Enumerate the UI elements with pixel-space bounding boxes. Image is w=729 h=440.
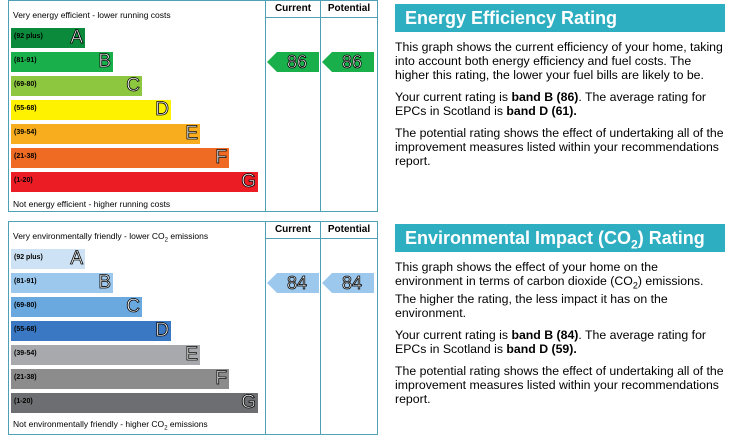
band-letter: D bbox=[155, 99, 170, 120]
band-range-label: (1-20) bbox=[14, 177, 33, 184]
band-f: (21-38) F bbox=[11, 147, 229, 168]
band-range-label: (21-38) bbox=[14, 374, 37, 381]
energy-efficiency-chart: Current Potential Very energy efficient … bbox=[8, 0, 378, 212]
panel-title: Energy Efficiency Rating bbox=[395, 4, 725, 32]
rating-paragraph: Your current rating is band B (86). The … bbox=[395, 90, 707, 118]
environmental-impact-chart: Current Potential Very environmentally f… bbox=[8, 221, 378, 435]
band-range-label: (55-68) bbox=[14, 105, 37, 112]
band-letter: E bbox=[185, 344, 198, 365]
band-g: (1-20) G bbox=[11, 171, 258, 192]
band-range-label: (92 plus) bbox=[14, 33, 43, 40]
band-letter: F bbox=[215, 368, 227, 389]
band-range-label: (55-68) bbox=[14, 326, 37, 333]
energy-efficiency-panel: Energy Efficiency Rating This graph show… bbox=[395, 4, 725, 168]
band-range-label: (92 plus) bbox=[14, 254, 43, 261]
band-range-label: (39-54) bbox=[14, 129, 37, 136]
band-letter: C bbox=[126, 296, 141, 317]
band-range-label: (39-54) bbox=[14, 350, 37, 357]
header-divider bbox=[265, 238, 377, 239]
band-a: (92 plus) A bbox=[11, 248, 85, 269]
band-c: (69-80) C bbox=[11, 296, 142, 317]
current-rating-arrow: 84 bbox=[267, 273, 319, 293]
band-letter: F bbox=[215, 147, 227, 168]
potential-rating-value: 84 bbox=[341, 273, 363, 294]
bottom-caption: Not energy efficient - higher running co… bbox=[13, 199, 171, 209]
band-letter: C bbox=[126, 75, 141, 96]
panel-title: Environmental Impact (CO2) Rating bbox=[395, 224, 725, 252]
current-rating-arrow: 86 bbox=[267, 52, 319, 72]
band-e: (39-54) E bbox=[11, 344, 200, 365]
band-letter: G bbox=[241, 392, 257, 413]
current-rating-value: 86 bbox=[286, 52, 308, 73]
band-letter: B bbox=[98, 272, 111, 293]
band-range-label: (1-20) bbox=[14, 398, 33, 405]
band-letter: A bbox=[70, 248, 83, 269]
current-rating-value: 84 bbox=[286, 273, 308, 294]
band-range-label: (81-91) bbox=[14, 57, 37, 64]
top-caption: Very energy efficient - lower running co… bbox=[13, 10, 171, 20]
potential-paragraph: The potential rating shows the effect of… bbox=[395, 364, 724, 407]
band-b: (81-91) B bbox=[11, 51, 113, 72]
column-divider bbox=[320, 222, 321, 434]
band-range-label: (81-91) bbox=[14, 278, 37, 285]
potential-paragraph: The potential rating shows the effect of… bbox=[395, 126, 724, 168]
band-range-label: (69-80) bbox=[14, 81, 37, 88]
current-column-header: Current bbox=[274, 224, 312, 235]
band-letter: E bbox=[185, 123, 198, 144]
band-letter: G bbox=[241, 171, 257, 192]
band-c: (69-80) C bbox=[11, 75, 142, 96]
band-letter: D bbox=[155, 320, 170, 341]
potential-column-header: Potential bbox=[327, 3, 371, 14]
band-d: (55-68) D bbox=[11, 320, 171, 341]
description-paragraph: This graph shows the effect of your home… bbox=[395, 260, 704, 321]
band-letter: B bbox=[98, 51, 111, 72]
band-b: (81-91) B bbox=[11, 272, 113, 293]
header-divider bbox=[265, 17, 377, 18]
column-divider bbox=[265, 1, 266, 211]
potential-rating-arrow: 84 bbox=[322, 273, 374, 293]
band-g: (1-20) G bbox=[11, 392, 258, 413]
band-d: (55-68) D bbox=[11, 99, 171, 120]
potential-rating-value: 86 bbox=[341, 52, 363, 73]
description-paragraph: This graph shows the current efficiency … bbox=[395, 40, 723, 82]
column-divider bbox=[265, 222, 266, 434]
band-e: (39-54) E bbox=[11, 123, 200, 144]
band-f: (21-38) F bbox=[11, 368, 229, 389]
band-a: (92 plus) A bbox=[11, 27, 85, 48]
potential-column-header: Potential bbox=[327, 224, 371, 235]
column-divider bbox=[320, 1, 321, 211]
environmental-impact-panel: Environmental Impact (CO2) Rating This g… bbox=[395, 224, 725, 406]
rating-paragraph: Your current rating is band B (84). The … bbox=[395, 328, 707, 357]
bottom-caption: Not environmentally friendly - higher CO… bbox=[13, 419, 208, 432]
current-column-header: Current bbox=[274, 3, 312, 14]
band-range-label: (21-38) bbox=[14, 153, 37, 160]
band-range-label: (69-80) bbox=[14, 302, 37, 309]
top-caption: Very environmentally friendly - lower CO… bbox=[13, 231, 209, 244]
potential-rating-arrow: 86 bbox=[322, 52, 374, 72]
band-letter: A bbox=[70, 27, 83, 48]
